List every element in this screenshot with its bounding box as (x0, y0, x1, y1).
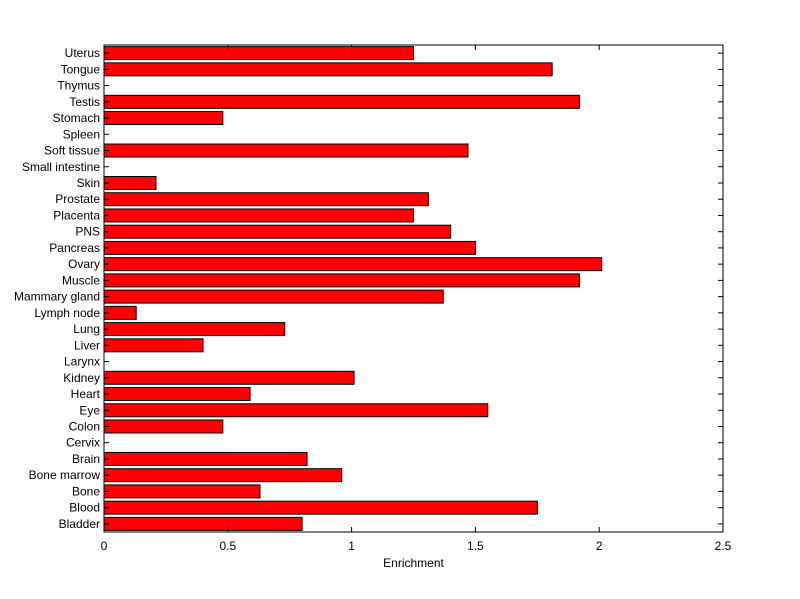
bar-pns (103, 224, 452, 239)
x-axis-title: Enrichment (383, 556, 444, 570)
x-tick-label: 2.5 (715, 539, 732, 553)
y-tick-label: PNS (75, 225, 100, 239)
bar-brain (103, 451, 308, 466)
bar-blood (103, 500, 538, 515)
bar-colon (103, 419, 224, 434)
x-tick-label: 1 (348, 539, 355, 553)
y-tick-label: Heart (71, 387, 101, 401)
bar-kidney (103, 370, 355, 385)
y-tick-label: Testis (69, 95, 100, 109)
bar-soft-tissue (103, 143, 469, 158)
bar-tongue (103, 62, 553, 77)
bar-bladder (103, 516, 303, 531)
y-tick-label: Larynx (64, 355, 100, 369)
y-tick-label: Small intestine (22, 160, 100, 174)
bar-prostate (103, 192, 429, 207)
y-tick-label: Soft tissue (44, 144, 100, 158)
y-tick-label: Ovary (68, 257, 100, 271)
bar-skin (103, 175, 157, 190)
y-tick-label: Tongue (61, 62, 101, 76)
bar-muscle (103, 273, 580, 288)
x-tick-label: 0 (101, 539, 108, 553)
bar-uterus (103, 46, 414, 61)
y-tick-label: Spleen (63, 127, 100, 141)
y-tick-label: Blood (69, 501, 100, 515)
bar-mammary-gland (103, 289, 444, 304)
y-tick-label: Bone marrow (29, 468, 101, 482)
y-tick-label: Bladder (59, 517, 100, 531)
plot-area: Uterus Tongue Thymus Testis Stomach Spleen Sof… (14, 44, 732, 553)
bar-pancreas (103, 240, 476, 255)
bar-ovary (103, 257, 603, 272)
bar-heart (103, 387, 251, 402)
y-tick-label: Thymus (57, 79, 100, 93)
y-tick-label: Colon (69, 419, 100, 433)
y-tick-label: Skin (77, 176, 100, 190)
y-tick-label: Eye (79, 403, 100, 417)
bar-bone (103, 484, 261, 499)
x-tick-label: 2 (596, 539, 603, 553)
y-tick-label: Mammary gland (14, 290, 100, 304)
y-tick-label: Lymph node (34, 306, 100, 320)
bar-lung (103, 322, 286, 337)
y-tick-label: Pancreas (49, 241, 100, 255)
bar-testis (103, 94, 580, 109)
y-tick-label: Lung (73, 322, 100, 336)
y-tick-label: Prostate (55, 192, 100, 206)
bar-stomach (103, 111, 224, 126)
y-tick-label: Uterus (65, 46, 100, 60)
y-tick-label: Stomach (53, 111, 100, 125)
x-tick-label: 1.5 (467, 539, 484, 553)
y-tick-label: Cervix (66, 436, 100, 450)
y-tick-label: Kidney (63, 371, 100, 385)
y-tick-label: Brain (72, 452, 100, 466)
x-tick-label: 0.5 (219, 539, 236, 553)
y-tick-label: Placenta (53, 208, 100, 222)
bar-eye (103, 403, 489, 418)
y-tick-label: Liver (74, 338, 100, 352)
y-tick-label: Bone (72, 484, 100, 498)
bar-liver (103, 338, 204, 353)
bar-placenta (103, 208, 414, 223)
bar-bone-marrow (103, 468, 343, 483)
axes-box (103, 44, 724, 533)
y-tick-label: Muscle (62, 273, 100, 287)
